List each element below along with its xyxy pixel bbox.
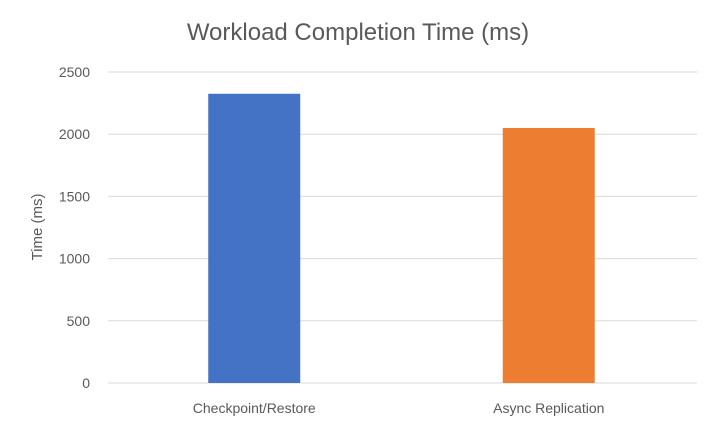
y-tick-label: 2500 <box>59 64 90 80</box>
y-tick-label: 2000 <box>59 126 90 142</box>
bar-checkpoint-restore <box>208 93 301 384</box>
x-tick-label: Async Replication <box>493 400 604 416</box>
y-axis-label: Time (ms) <box>29 194 46 261</box>
y-tick-label: 1000 <box>59 251 90 267</box>
y-tick-label: 1500 <box>59 188 90 204</box>
y-tick-label: 0 <box>82 375 90 391</box>
y-axis-ticks: 0 500 1000 1500 2000 2500 <box>59 64 90 391</box>
x-axis-ticks: Checkpoint/Restore Async Replication <box>193 400 605 416</box>
bars <box>208 93 595 384</box>
x-tick-label: Checkpoint/Restore <box>193 400 316 416</box>
bar-async-replication <box>502 127 595 383</box>
gridlines <box>108 71 697 384</box>
chart-title: Workload Completion Time (ms) <box>187 19 529 46</box>
y-tick-label: 500 <box>67 313 91 329</box>
